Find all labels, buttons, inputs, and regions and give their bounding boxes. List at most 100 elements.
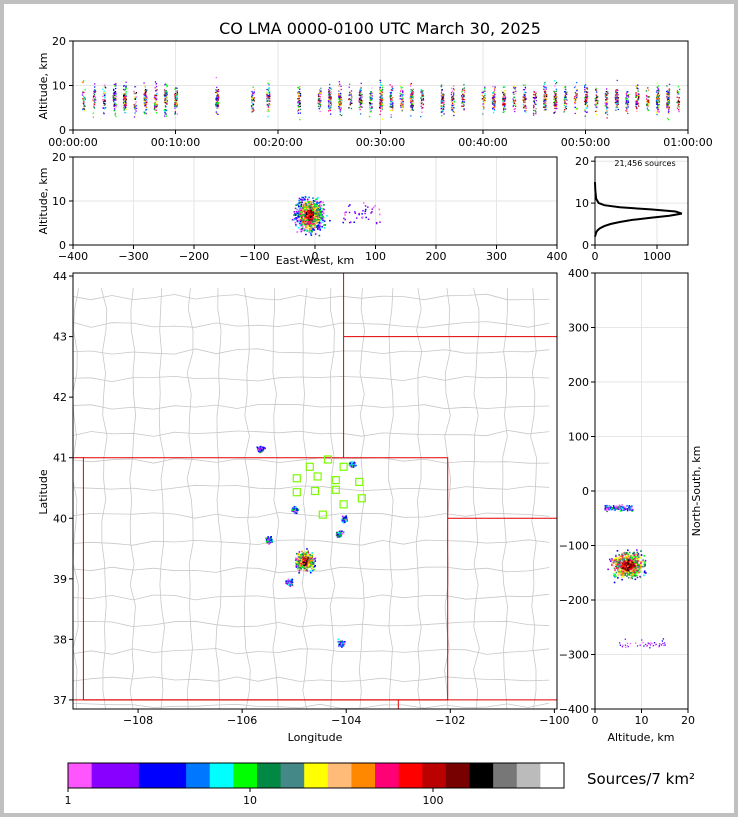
source-cluster xyxy=(337,638,346,648)
source-point xyxy=(463,108,465,110)
source-point xyxy=(302,553,305,556)
source-point xyxy=(604,94,607,97)
source-point xyxy=(504,94,506,96)
county-boundary xyxy=(73,293,550,301)
source-point xyxy=(296,509,299,512)
source-point xyxy=(658,95,660,97)
activity-column xyxy=(666,83,671,121)
source-point xyxy=(123,97,125,99)
source-point xyxy=(350,99,353,102)
source-point xyxy=(143,111,145,113)
source-point xyxy=(316,216,319,218)
source-point xyxy=(412,95,414,97)
source-point xyxy=(483,96,485,98)
source-point xyxy=(606,98,608,100)
source-point xyxy=(450,93,453,96)
source-point xyxy=(667,101,669,103)
source-point xyxy=(637,102,639,104)
source-point xyxy=(289,582,292,585)
source-point xyxy=(389,84,391,86)
source-point xyxy=(666,106,668,108)
source-point xyxy=(596,104,598,106)
source-point xyxy=(309,201,312,204)
source-point xyxy=(102,95,104,98)
source-point xyxy=(122,105,125,107)
source-point xyxy=(259,445,262,448)
source-point xyxy=(257,447,259,450)
source-point xyxy=(463,95,465,98)
source-point xyxy=(305,205,308,208)
source-point xyxy=(410,95,412,97)
source-point xyxy=(566,99,568,101)
source-point xyxy=(295,225,297,227)
source-point xyxy=(252,95,254,97)
source-point xyxy=(400,100,403,103)
source-point xyxy=(311,211,313,214)
source-point xyxy=(304,560,307,563)
source-point xyxy=(92,95,95,97)
source-point xyxy=(176,99,179,101)
source-point xyxy=(636,110,638,112)
activity-column xyxy=(122,81,127,114)
source-point xyxy=(586,91,589,93)
source-point xyxy=(306,230,309,232)
source-point xyxy=(306,558,309,561)
source-point xyxy=(615,101,617,103)
source-point xyxy=(348,463,351,465)
source-point xyxy=(304,553,307,556)
source-point xyxy=(584,88,586,91)
source-point xyxy=(251,111,253,113)
source-point xyxy=(576,90,578,92)
x-tick-label: −102 xyxy=(435,714,465,727)
source-point xyxy=(492,101,494,103)
source-point xyxy=(302,196,304,199)
source-point xyxy=(318,234,321,237)
source-point xyxy=(504,96,506,99)
source-point xyxy=(544,105,547,108)
source-point xyxy=(596,96,599,98)
county-boundary xyxy=(73,593,550,601)
source-point xyxy=(451,104,453,106)
source-point xyxy=(296,220,299,222)
source-point xyxy=(260,445,263,448)
source-point xyxy=(321,217,324,220)
source-point xyxy=(174,113,176,115)
source-point xyxy=(606,113,609,116)
source-point xyxy=(307,218,309,221)
source-point xyxy=(420,91,422,93)
source-point xyxy=(315,206,317,208)
source-point xyxy=(302,555,305,557)
source-point xyxy=(401,98,403,101)
source-point xyxy=(462,103,465,106)
source-point xyxy=(410,98,412,100)
source-point xyxy=(451,101,453,103)
x-tick-label: 1000 xyxy=(643,250,671,263)
source-point xyxy=(615,94,617,96)
source-point xyxy=(289,585,292,587)
source-point xyxy=(217,102,220,104)
source-point xyxy=(339,100,341,102)
source-point xyxy=(532,97,535,99)
source-point xyxy=(318,205,321,207)
source-point xyxy=(574,91,577,94)
source-point xyxy=(319,89,321,91)
source-point xyxy=(155,98,157,101)
source-point xyxy=(313,565,316,568)
source-point xyxy=(380,95,382,97)
station-marker xyxy=(310,486,320,496)
source-point xyxy=(155,85,158,88)
source-point xyxy=(379,84,382,86)
source-point xyxy=(532,104,535,107)
source-point xyxy=(534,97,536,99)
source-point xyxy=(359,89,362,92)
source-point xyxy=(135,101,137,103)
y-tick-label: −400 xyxy=(559,703,589,716)
source-point xyxy=(342,519,345,521)
y-tick-label: 0 xyxy=(59,239,66,252)
source-point xyxy=(380,110,382,112)
source-point xyxy=(342,221,344,224)
source-point xyxy=(154,104,156,106)
source-point xyxy=(576,107,578,110)
source-point xyxy=(311,214,313,217)
source-point xyxy=(657,93,659,95)
